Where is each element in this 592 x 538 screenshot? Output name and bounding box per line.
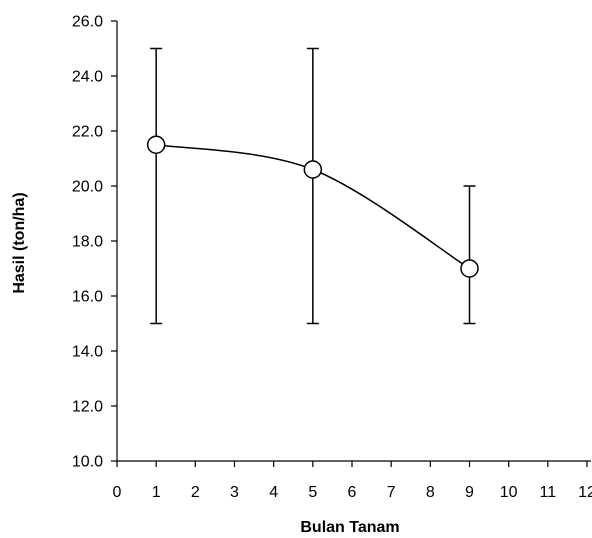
- x-tick-label: 11: [540, 484, 557, 501]
- x-tick-label: 9: [465, 484, 474, 501]
- x-tick-label: 12: [578, 484, 592, 501]
- data-point: [460, 259, 479, 278]
- y-axis: 10.0 12.0 14.0 16.0 18.0 20.0 22.0 24.0 26.0: [72, 14, 118, 471]
- x-tick-label: 5: [308, 484, 317, 501]
- y-tick-label: 10.0: [72, 454, 103, 471]
- y-tick-label: 26.0: [72, 14, 103, 31]
- y-tick-label: 18.0: [72, 234, 103, 251]
- data-point: [303, 160, 323, 179]
- x-tick-label: 7: [387, 484, 396, 501]
- data-point: [146, 135, 166, 154]
- x-tick-label: 8: [426, 484, 435, 501]
- x-tick-label: 3: [230, 484, 239, 501]
- plot-area: [146, 47, 479, 325]
- x-tick-label: 4: [269, 484, 278, 501]
- x-axis: 0 1 2 3 4 5 6 7 8 9 10 11 12: [113, 460, 592, 501]
- y-tick-label: 12.0: [72, 399, 103, 416]
- y-tick-label: 16.0: [72, 289, 103, 306]
- y-tick-label: 20.0: [72, 179, 103, 196]
- x-tick-label: 6: [348, 484, 357, 501]
- x-tick-label: 0: [113, 484, 122, 501]
- x-tick-label: 2: [191, 484, 200, 501]
- x-axis-title: Bulan Tanam: [300, 519, 399, 536]
- x-tick-label: 1: [152, 484, 161, 501]
- x-tick-label: 10: [500, 484, 518, 501]
- y-axis-title: Hasil (ton/ha): [11, 192, 28, 293]
- y-tick-label: 14.0: [72, 344, 103, 361]
- y-tick-label: 24.0: [72, 69, 103, 86]
- y-tick-label: 22.0: [72, 124, 103, 141]
